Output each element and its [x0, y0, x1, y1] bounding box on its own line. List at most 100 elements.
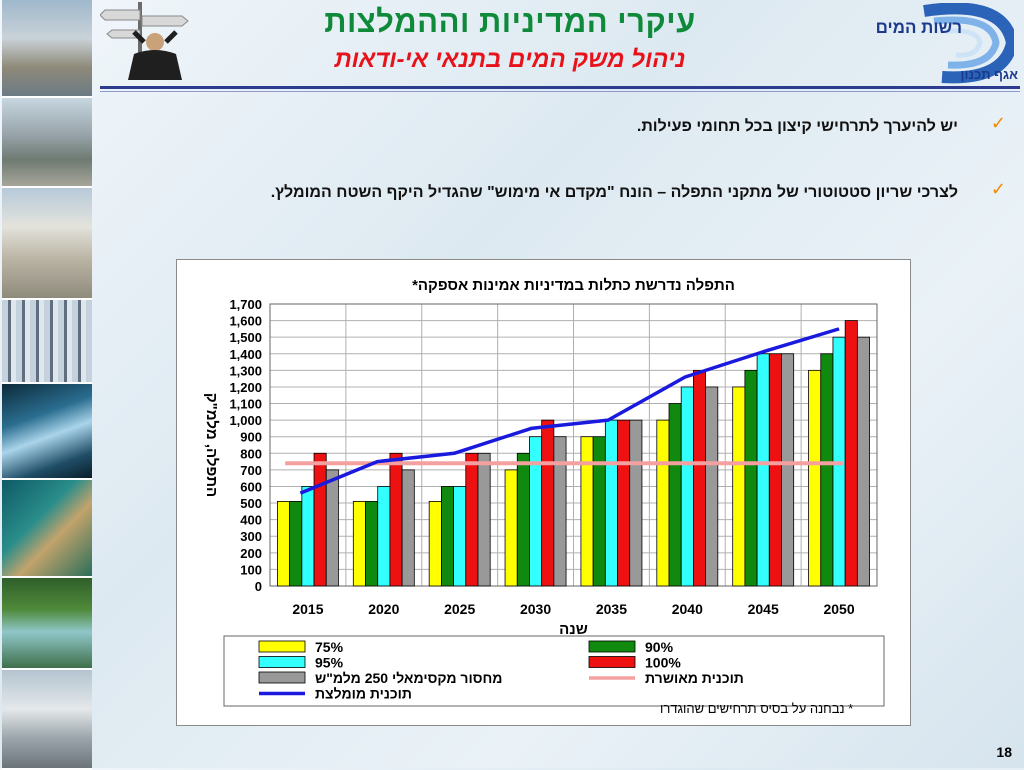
y-tick-label: 1,500	[229, 330, 262, 345]
bar	[541, 419, 555, 587]
x-tick-label: 2030	[520, 601, 551, 617]
bar	[516, 452, 530, 587]
logo-name: רשות המים	[875, 18, 962, 37]
y-tick-label: 1,300	[229, 363, 262, 378]
y-tick-label: 300	[240, 529, 262, 544]
photo-strip	[0, 0, 95, 770]
bar	[465, 452, 479, 587]
legend-label: 90%	[645, 639, 674, 655]
chart-title: התפלה נדרשת כתלות במדיניות אמינות אספקה*	[412, 277, 735, 294]
recommended-plan-line	[299, 327, 840, 495]
x-tick-label: 2050	[823, 601, 854, 617]
bar	[289, 500, 303, 587]
bar	[365, 500, 379, 587]
x-tick-label: 2020	[368, 601, 399, 617]
chart-container: 0 100 200 300 400 500 600 700 800 900 1,000 1,100 1,…	[176, 259, 911, 726]
y-tick-label: 1,700	[229, 297, 262, 312]
bar	[389, 452, 403, 587]
photo-waterfall	[2, 384, 92, 480]
bar	[377, 486, 391, 587]
slide-subtitle: ניהול משק המים בתנאי אי-ודאות	[334, 46, 686, 73]
y-tick-label: 0	[255, 579, 262, 594]
checkmark-icon: ✓	[990, 113, 1006, 134]
bar	[656, 419, 670, 587]
bar	[325, 469, 339, 587]
y-tick-label: 700	[240, 463, 262, 478]
legend-swatch	[588, 656, 636, 668]
bar	[352, 500, 366, 587]
bar	[768, 353, 782, 587]
photo-stream	[2, 578, 92, 670]
x-tick-label: 2035	[596, 601, 627, 617]
photo-pumps	[2, 670, 92, 770]
y-tick-label: 1,600	[229, 314, 262, 329]
bar	[313, 452, 327, 587]
header-divider	[100, 86, 1020, 89]
bar	[705, 386, 719, 587]
legend-label: מחסור מקסימאלי 250 מלמ"ש	[315, 670, 502, 686]
y-tick-label: 1,000	[229, 413, 262, 428]
bar	[820, 353, 834, 587]
legend-label: 95%	[315, 655, 344, 671]
bullet-1: יש להיערך לתרחישי קיצון בכל תחומי פעילות…	[636, 118, 958, 135]
photo-power-plant	[2, 0, 92, 98]
y-tick-label: 500	[240, 496, 262, 511]
bar	[756, 353, 770, 587]
legend-swatch	[258, 640, 306, 653]
page-number: 18	[996, 744, 1012, 760]
bar	[401, 469, 415, 587]
x-axis-label: שנה	[559, 621, 588, 638]
legend-box	[223, 635, 885, 707]
bar	[440, 486, 454, 587]
bar	[277, 500, 291, 587]
y-tick-label: 1,100	[229, 397, 262, 412]
bar	[580, 436, 594, 587]
legend-label: תוכנית מאושרת	[645, 670, 744, 686]
y-tick-label: 600	[240, 479, 262, 494]
legend-swatch	[258, 656, 306, 668]
signpost-figure-image	[100, 2, 189, 80]
bar	[604, 419, 618, 587]
header-divider-thin	[100, 91, 1020, 92]
x-tick-label: 2045	[748, 601, 779, 617]
legend-label: 100%	[645, 655, 681, 671]
plot-border	[269, 303, 878, 587]
photo-desalination-hall	[2, 300, 92, 384]
bar	[453, 486, 467, 587]
bar	[553, 436, 567, 587]
y-tick-label: 400	[240, 513, 262, 528]
bar	[668, 403, 682, 587]
legend-label: 75%	[315, 639, 344, 655]
bar	[529, 436, 543, 587]
bar	[781, 353, 795, 587]
y-tick-label: 1,400	[229, 347, 262, 362]
bar	[808, 369, 822, 587]
bar	[428, 500, 442, 587]
y-tick-label: 800	[240, 446, 262, 461]
bar	[301, 486, 315, 587]
bar	[856, 336, 870, 587]
photo-treatment-plant	[2, 98, 92, 188]
legend-label: תוכנית מומלצת	[315, 686, 412, 702]
bar	[732, 386, 746, 587]
legend-swatch	[258, 671, 306, 684]
water-authority-logo	[923, 3, 1014, 84]
logo-department: אגף תכנון	[960, 67, 1018, 82]
slide-title: עיקרי המדיניות וההמלצות	[324, 4, 696, 39]
bar	[477, 452, 491, 587]
bar	[844, 320, 858, 587]
bar	[693, 369, 707, 587]
bar	[617, 419, 631, 587]
x-tick-label: 2015	[292, 601, 323, 617]
bar	[504, 469, 518, 587]
y-tick-label: 1,200	[229, 380, 262, 395]
chart-footnote: * נבחנה על בסיס תרחישים שהוגדרו	[660, 701, 854, 716]
photo-industrial-tower	[2, 188, 92, 300]
x-tick-label: 2025	[444, 601, 475, 617]
bar	[592, 436, 606, 587]
checkmark-icon: ✓	[990, 179, 1006, 200]
legend-swatch	[588, 640, 636, 653]
bar	[629, 419, 643, 587]
bar	[744, 369, 758, 587]
